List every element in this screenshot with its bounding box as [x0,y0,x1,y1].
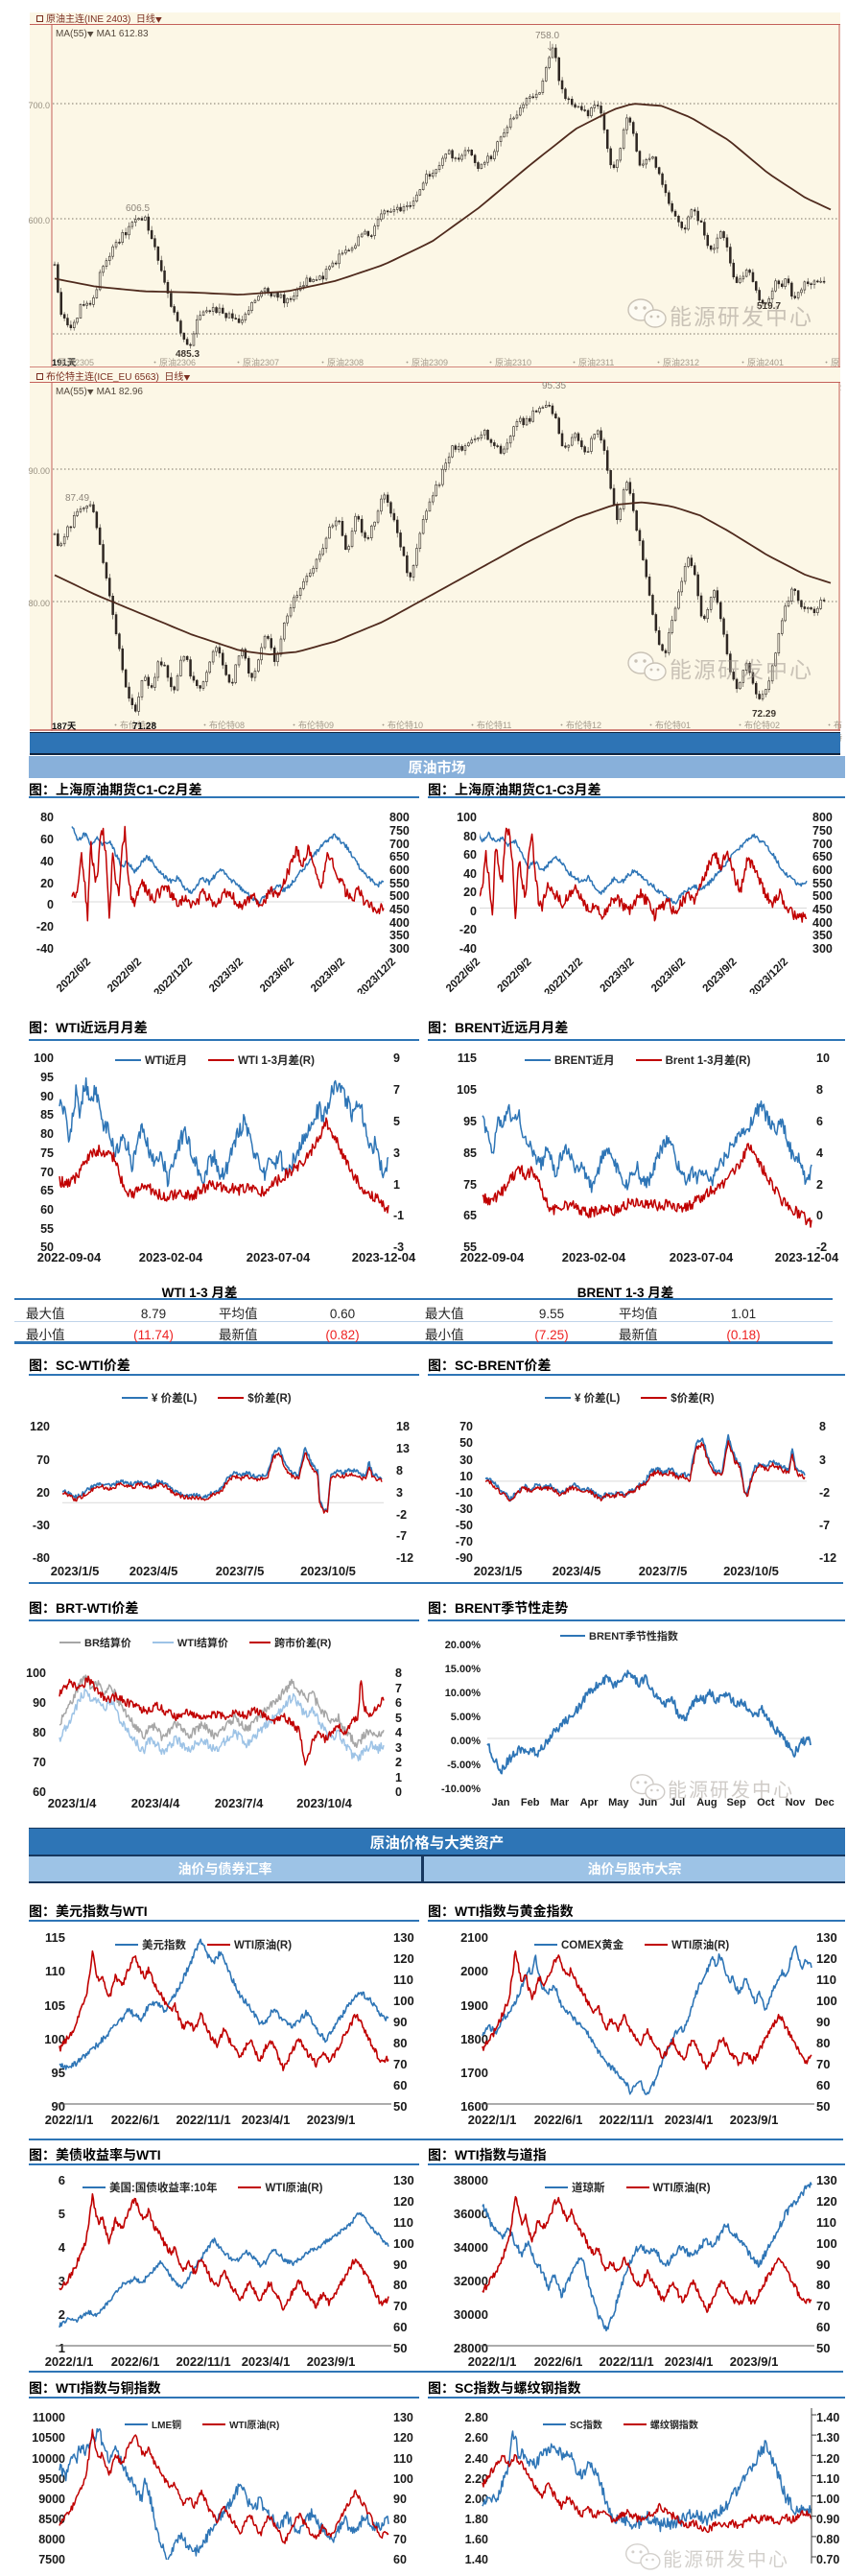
svg-text:2023/9/2: 2023/9/2 [700,957,739,994]
svg-text:2023/6/2: 2023/6/2 [649,957,688,994]
svg-text:2023/12/2: 2023/12/2 [747,957,790,994]
svg-text:2022/9/2: 2022/9/2 [495,957,533,994]
svg-text:2022/12/2: 2022/12/2 [542,957,585,994]
svg-text:2022/6/2: 2022/6/2 [444,957,482,994]
svg-text:2023/3/2: 2023/3/2 [598,957,636,994]
